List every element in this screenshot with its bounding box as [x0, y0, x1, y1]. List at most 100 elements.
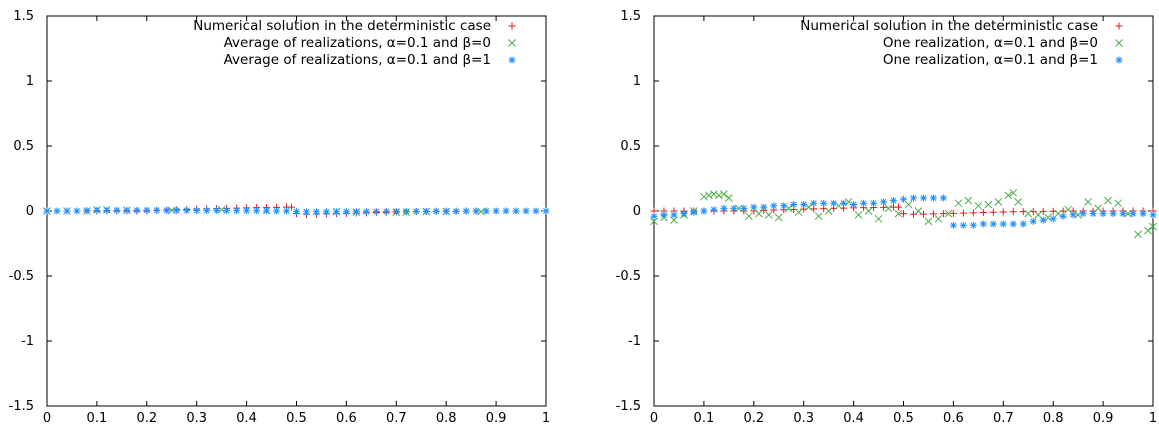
- y-tick-label: 0.5: [620, 139, 641, 154]
- data-point: [1064, 205, 1073, 214]
- data-point: [884, 204, 893, 213]
- data-point: [730, 204, 738, 212]
- data-point: [989, 208, 997, 216]
- data-point: [1024, 209, 1033, 218]
- x-tick-label: 0.4: [843, 411, 864, 426]
- data-point: [63, 207, 71, 215]
- y-tick-label: 0.5: [13, 139, 34, 154]
- data-point: [850, 201, 858, 208]
- data-point: [710, 190, 718, 198]
- data-point: [1139, 210, 1147, 218]
- y-tick-label: 0: [26, 204, 34, 219]
- data-point: [744, 212, 753, 221]
- data-point: [939, 210, 947, 218]
- series-star: [43, 206, 550, 216]
- data-point: [764, 211, 773, 219]
- data-point: [233, 207, 241, 215]
- y-tick-label: -1.5: [616, 399, 641, 414]
- x-tick-label: 0.3: [793, 411, 814, 426]
- data-point: [1149, 222, 1157, 231]
- data-point: [452, 207, 460, 215]
- data-point: [522, 207, 530, 215]
- data-point: [954, 199, 963, 208]
- data-point: [1084, 198, 1092, 206]
- legend-marker: [508, 22, 516, 30]
- data-point: [929, 194, 937, 202]
- y-tick-label: -1: [628, 334, 641, 349]
- data-point: [864, 207, 873, 215]
- data-point: [909, 194, 917, 202]
- data-point: [710, 206, 718, 214]
- x-tick-label: 0.2: [743, 411, 764, 426]
- data-point: [1004, 191, 1013, 200]
- data-point: [900, 195, 907, 203]
- right-chart-panel: 0 0.1 0.2 0.3 0.4 0.5 0.6 0.7 0.8 0.9 1 1.5 1 0.5 0 -0.…: [616, 9, 1158, 426]
- data-point: [810, 199, 818, 207]
- legend-marker: [1115, 22, 1123, 30]
- data-point: [133, 206, 141, 214]
- data-point: [914, 207, 923, 215]
- data-point: [794, 208, 803, 217]
- x-tick-label: 0.6: [943, 411, 964, 426]
- data-point: [362, 208, 370, 216]
- data-point: [288, 203, 296, 211]
- legend-label: Numerical solution in the deterministic …: [800, 18, 1098, 34]
- series-star: [650, 194, 1157, 229]
- data-point: [824, 207, 833, 215]
- y-tick-label: -1: [21, 334, 34, 349]
- data-point: [223, 207, 231, 215]
- data-point: [103, 206, 111, 214]
- y-tick-label: 1: [633, 74, 641, 89]
- data-point: [412, 207, 420, 215]
- data-point: [1019, 220, 1027, 228]
- data-point: [402, 208, 410, 216]
- data-point: [143, 206, 151, 214]
- data-point: [994, 198, 1003, 206]
- data-point: [894, 209, 903, 218]
- x-tick-label: 0.9: [486, 411, 507, 426]
- legend-label: Average of realizations, α=0.1 and β=0: [224, 35, 491, 51]
- data-point: [750, 203, 758, 211]
- x-tick-label: 0: [650, 411, 658, 426]
- y-tick-label: 0: [633, 204, 641, 219]
- data-point: [959, 209, 967, 217]
- data-point: [1089, 210, 1097, 218]
- data-point: [532, 207, 540, 215]
- data-point: [183, 206, 191, 214]
- x-tick-label: 0.4: [236, 411, 257, 426]
- data-point: [502, 207, 510, 215]
- data-point: [830, 199, 838, 207]
- y-tick-label: -0.5: [616, 269, 641, 284]
- data-point: [874, 214, 883, 223]
- data-point: [959, 221, 967, 229]
- data-point: [1039, 207, 1047, 215]
- data-point: [1009, 208, 1017, 216]
- data-point: [542, 207, 550, 215]
- data-point: [73, 207, 81, 215]
- data-point: [949, 209, 957, 217]
- data-point: [342, 208, 350, 216]
- x-tick-label: 0.3: [186, 411, 207, 426]
- data-point: [1094, 204, 1102, 213]
- data-point: [1104, 196, 1112, 205]
- data-point: [780, 202, 788, 210]
- data-point: [934, 214, 943, 223]
- data-point: [969, 209, 977, 217]
- data-point: [705, 191, 713, 200]
- x-tick-label: 0: [43, 411, 51, 426]
- data-point: [1039, 216, 1047, 224]
- data-point: [1059, 212, 1067, 220]
- data-point: [840, 199, 848, 207]
- data-point: [800, 201, 808, 208]
- data-point: [670, 211, 678, 219]
- data-point: [989, 220, 997, 228]
- data-point: [322, 208, 330, 216]
- legend-marker: [508, 39, 516, 47]
- data-point: [462, 207, 470, 215]
- data-point: [163, 206, 171, 214]
- data-point: [740, 204, 748, 212]
- data-point: [1134, 230, 1142, 239]
- data-point: [382, 208, 390, 216]
- data-point: [949, 221, 957, 229]
